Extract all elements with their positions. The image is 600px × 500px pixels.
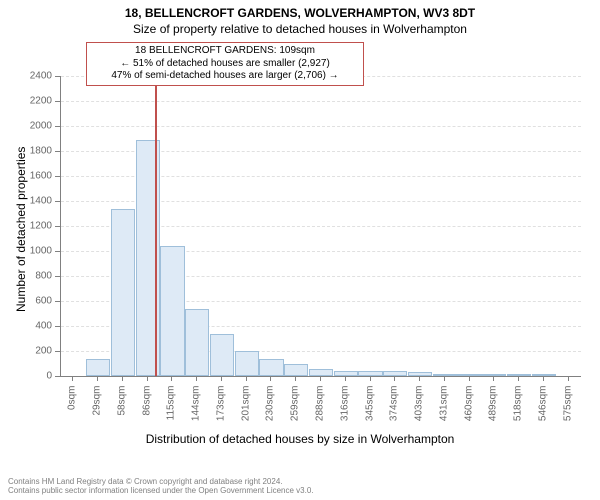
ytick-label: 1200 [0,221,52,232]
xtick-mark [543,376,544,381]
ytick-mark [55,226,60,227]
histogram-bar [433,374,457,377]
xtick-label: 431sqm [438,386,449,432]
footer-attribution: Contains HM Land Registry data © Crown c… [8,478,314,496]
chart-title-address: 18, BELLENCROFT GARDENS, WOLVERHAMPTON, … [0,6,600,20]
histogram-bar [185,309,209,377]
xtick-label: 259sqm [290,386,301,432]
ytick-label: 800 [0,271,52,282]
xtick-mark [370,376,371,381]
chart-container: { "header": { "address": "18, BELLENCROF… [0,0,600,500]
xtick-label: 0sqm [67,386,78,432]
xtick-label: 58sqm [116,386,127,432]
chart-subtitle: Size of property relative to detached ho… [0,22,600,36]
xtick-mark [394,376,395,381]
xtick-label: 230sqm [265,386,276,432]
xtick-mark [72,376,73,381]
ytick-label: 1800 [0,146,52,157]
xtick-label: 29sqm [92,386,103,432]
ytick-mark [55,126,60,127]
ytick-mark [55,301,60,302]
ytick-label: 600 [0,296,52,307]
info-line-3: 47% of semi-detached houses are larger (… [91,70,359,83]
xtick-mark [246,376,247,381]
xtick-label: 460sqm [463,386,474,432]
histogram-bar [334,371,358,376]
ytick-label: 200 [0,346,52,357]
ytick-mark [55,76,60,77]
xtick-mark [320,376,321,381]
ytick-mark [55,326,60,327]
gridline [61,126,581,127]
ytick-label: 1000 [0,246,52,257]
ytick-mark [55,201,60,202]
histogram-bar [235,351,259,376]
xtick-label: 288sqm [315,386,326,432]
ytick-mark [55,151,60,152]
histogram-bar [86,359,110,377]
ytick-label: 400 [0,321,52,332]
histogram-bar [259,359,283,377]
x-axis-label: Distribution of detached houses by size … [0,432,600,446]
gridline [61,101,581,102]
histogram-bar [210,334,234,377]
info-line-1: 18 BELLENCROFT GARDENS: 109sqm [91,45,359,58]
xtick-mark [270,376,271,381]
ytick-mark [55,176,60,177]
histogram-bar [284,364,308,377]
xtick-label: 316sqm [339,386,350,432]
xtick-mark [345,376,346,381]
histogram-bar [532,374,556,376]
info-line-2: ← 51% of detached houses are smaller (2,… [91,58,359,71]
xtick-label: 173sqm [215,386,226,432]
xtick-mark [493,376,494,381]
ytick-label: 2000 [0,121,52,132]
plot-area [60,76,581,377]
xtick-mark [171,376,172,381]
ytick-label: 1400 [0,196,52,207]
xtick-label: 115sqm [166,386,177,432]
histogram-bar [111,209,135,377]
ytick-mark [55,276,60,277]
xtick-label: 144sqm [191,386,202,432]
xtick-label: 403sqm [414,386,425,432]
ytick-mark [55,351,60,352]
footer-line-2: Contains public sector information licen… [8,487,314,496]
xtick-mark [122,376,123,381]
xtick-mark [295,376,296,381]
histogram-bar [309,369,333,377]
xtick-label: 518sqm [513,386,524,432]
xtick-mark [518,376,519,381]
info-box: 18 BELLENCROFT GARDENS: 109sqm ← 51% of … [86,42,364,86]
xtick-mark [469,376,470,381]
xtick-mark [419,376,420,381]
ytick-mark [55,251,60,252]
property-marker-line [155,76,157,376]
ytick-label: 2400 [0,71,52,82]
xtick-label: 374sqm [389,386,400,432]
xtick-mark [196,376,197,381]
ytick-label: 0 [0,371,52,382]
ytick-label: 1600 [0,171,52,182]
xtick-label: 575sqm [562,386,573,432]
ytick-mark [55,376,60,377]
ytick-label: 2200 [0,96,52,107]
xtick-label: 546sqm [537,386,548,432]
histogram-bar [160,246,184,376]
xtick-mark [221,376,222,381]
xtick-label: 489sqm [488,386,499,432]
xtick-mark [568,376,569,381]
xtick-mark [147,376,148,381]
histogram-bar [457,374,481,377]
xtick-label: 201sqm [240,386,251,432]
xtick-mark [97,376,98,381]
xtick-label: 345sqm [364,386,375,432]
xtick-mark [444,376,445,381]
ytick-mark [55,101,60,102]
xtick-label: 86sqm [141,386,152,432]
